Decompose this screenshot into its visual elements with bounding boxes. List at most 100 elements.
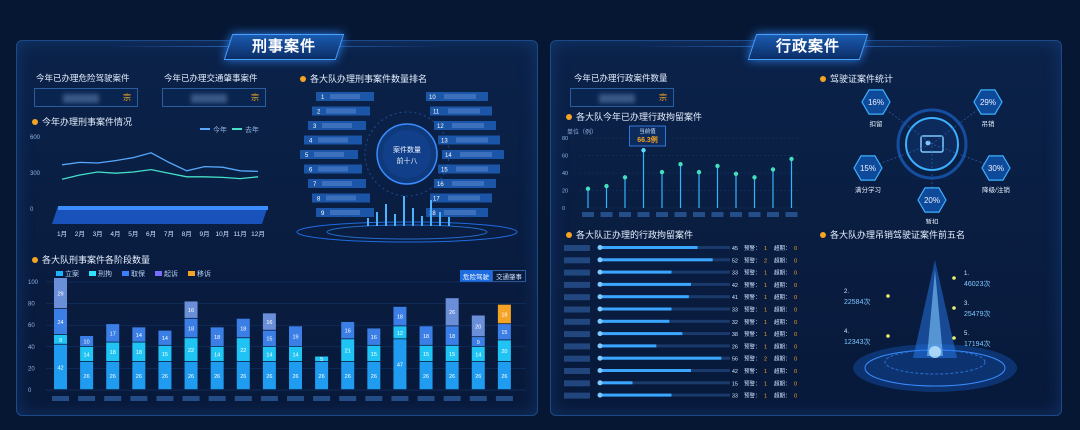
lollipop-head xyxy=(585,186,591,191)
y-tick-label: 600 xyxy=(30,135,41,141)
bar-knob xyxy=(597,331,603,337)
hex-percent: 29% xyxy=(980,98,996,107)
x-tick-blur xyxy=(104,396,122,401)
lollipop-head xyxy=(752,175,757,180)
rank-number: 17 xyxy=(433,197,440,203)
tooltip-value: 66.3例 xyxy=(637,135,658,144)
pointer-dot xyxy=(952,336,956,340)
bar-value: 38 xyxy=(732,332,738,338)
dui-stat-unit: 宗 xyxy=(123,93,131,102)
row-label-blur xyxy=(564,331,590,338)
warn-value: 1 xyxy=(764,369,767,375)
stack-segment xyxy=(80,361,94,390)
stack-value-label: 20 xyxy=(501,349,507,355)
stack-value-label: 18 xyxy=(501,312,507,318)
stack-value-label: 18 xyxy=(110,350,116,356)
y-tick-label: 40 xyxy=(562,171,568,177)
y-tick-label: 0 xyxy=(28,388,32,394)
legend-this-year: 今年 xyxy=(200,125,227,135)
bar-fill xyxy=(600,258,713,262)
center-spike xyxy=(394,214,396,226)
bar-value: 41 xyxy=(732,295,738,301)
bar-knob xyxy=(597,281,603,287)
hex-percent: 15% xyxy=(860,164,876,173)
stack-segment xyxy=(393,306,407,326)
bar-fill xyxy=(600,319,670,323)
over-value: 0 xyxy=(794,308,797,314)
bar-value: 45 xyxy=(732,246,738,252)
stack-value-label: 16 xyxy=(371,335,377,341)
bar-fill xyxy=(600,246,698,249)
top5-value: 46023次 xyxy=(964,279,990,288)
x-tick-blur xyxy=(674,212,687,217)
stack-value-label: 14 xyxy=(84,352,90,358)
row-label-blur xyxy=(564,306,590,313)
bar-value: 33 xyxy=(732,394,738,400)
row-label-blur xyxy=(564,294,590,301)
bar-fill xyxy=(600,369,691,372)
warn-label: 预警： xyxy=(744,330,761,338)
stack-value-label: 42 xyxy=(57,365,63,371)
toggle-dui[interactable]: 危险驾驶 xyxy=(460,270,492,282)
y-tick-label: 40 xyxy=(28,345,35,351)
series-line-this-year xyxy=(61,152,259,173)
stage-chart: 100 80 60 40 20 0 42 9 24 29 26 14 10 26 18 17 26 18 14 26 1… xyxy=(28,278,526,401)
hex-percent: 16% xyxy=(868,98,884,107)
stage-legend-item: 立案 xyxy=(56,269,79,279)
stack-value-label: 15 xyxy=(162,352,168,358)
warn-value: 2 xyxy=(764,258,767,264)
x-tick-blur xyxy=(785,212,798,217)
row-label-blur xyxy=(564,245,590,251)
stack-value-label: 14 xyxy=(136,333,142,339)
rank-number: 11 xyxy=(433,110,440,116)
stack-segment xyxy=(262,313,276,330)
stack-value-label: 14 xyxy=(475,352,481,358)
stage-legend-item: 取保 xyxy=(122,269,145,279)
warn-value: 1 xyxy=(764,332,767,338)
bar-fill xyxy=(600,381,633,385)
stack-value-label: 26 xyxy=(84,374,90,380)
bar-fill xyxy=(600,393,672,397)
dui-stat-label: 今年已办理危险驾驶案件 xyxy=(36,73,130,83)
legend-last-year: 去年 xyxy=(232,125,259,135)
rank-bar-blur xyxy=(448,195,480,201)
stack-value-label: 26 xyxy=(136,374,142,380)
stack-segment xyxy=(106,342,120,362)
stack-value-label: 21 xyxy=(345,349,351,355)
warn-value: 1 xyxy=(764,308,767,314)
x-tick-label: 8月 xyxy=(182,230,192,238)
toggle-traffic[interactable]: 交通肇事 xyxy=(492,270,526,282)
x-tick-blur xyxy=(637,212,650,217)
dui-stat-box: 宗 xyxy=(34,88,138,107)
rank-bar-blur xyxy=(330,94,360,99)
rank-bar-blur xyxy=(314,152,344,157)
hex-label: 吊销 xyxy=(982,119,996,128)
stack-value-label: 10 xyxy=(84,339,90,345)
center-spike xyxy=(376,212,378,226)
top5-value: 25479次 xyxy=(964,309,990,318)
stage-legend-item: 刑拘 xyxy=(89,269,112,279)
bar-value: 26 xyxy=(732,344,738,350)
warn-label: 预警： xyxy=(744,342,761,350)
rank-number: 15 xyxy=(441,168,448,174)
over-value: 0 xyxy=(794,295,797,301)
row-label-blur xyxy=(564,318,590,325)
hex-label: 暂扣 xyxy=(926,217,939,224)
y-tick-label: 80 xyxy=(562,136,568,142)
bar-knob xyxy=(597,355,603,361)
stack-value-label: 5 xyxy=(320,357,323,363)
center-spike xyxy=(367,218,369,226)
base-ring xyxy=(296,221,518,243)
stack-value-label: 12 xyxy=(397,331,403,337)
stack-segment xyxy=(497,361,511,390)
bar-value: 32 xyxy=(732,320,738,326)
stack-segment xyxy=(80,346,94,362)
warn-label: 预警： xyxy=(744,293,761,301)
bar-value: 42 xyxy=(732,283,738,289)
stack-value-label: 26 xyxy=(162,374,168,380)
stack-value-label: 26 xyxy=(449,310,455,316)
rank-number: 8 xyxy=(317,197,321,203)
admin-stat-label: 今年已办理行政案件数量 xyxy=(574,73,668,83)
stack-value-label: 20 xyxy=(475,324,481,330)
